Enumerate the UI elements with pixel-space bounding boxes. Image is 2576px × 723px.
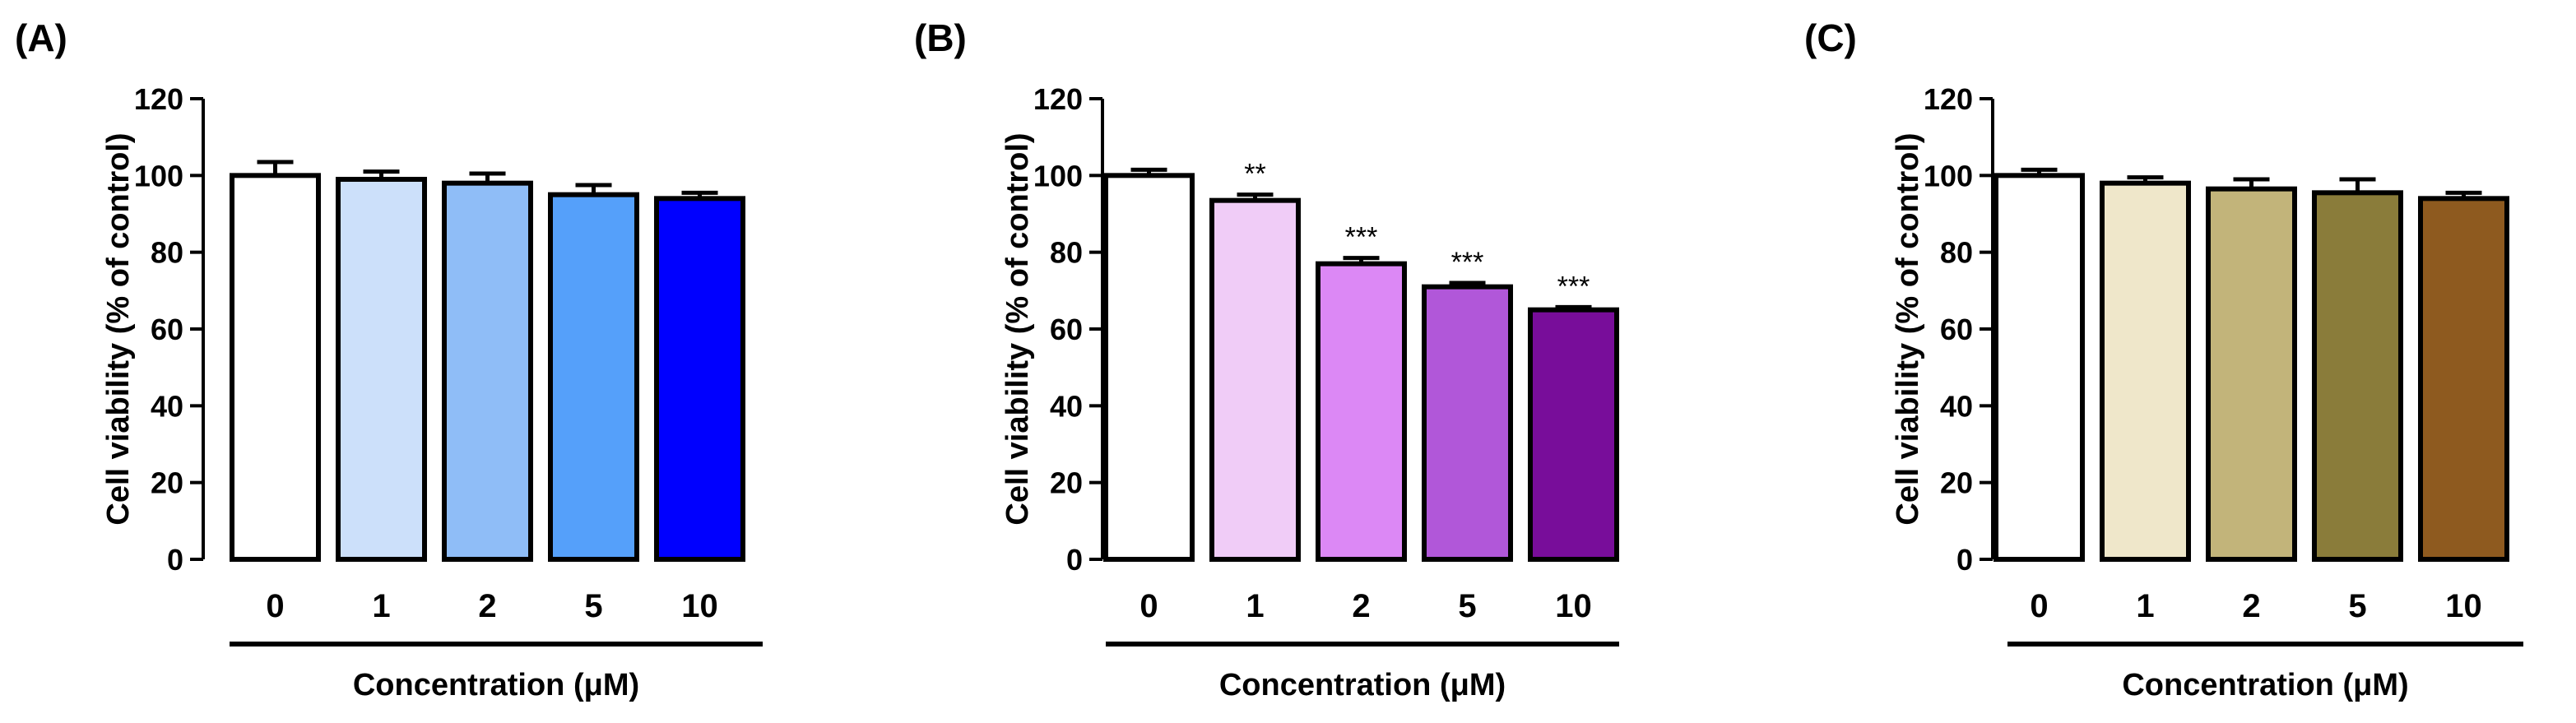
category-label: 1 [2136,588,2154,624]
bar [336,177,427,562]
y-tick-label: 0 [1956,543,1973,577]
category-label: 10 [681,588,718,624]
category-label: 2 [1352,588,1370,624]
significance-label: *** [1451,247,1484,278]
category-label: 10 [2445,588,2482,624]
panel-label: (B) [914,16,967,59]
y-tick-label: 0 [1066,543,1083,577]
category-label: 2 [478,588,496,624]
bar [548,192,639,563]
y-tick-label: 80 [151,236,183,270]
bar [1209,197,1301,563]
category-label: 5 [1458,588,1476,624]
bar [230,173,321,562]
significance-label: *** [1345,222,1378,253]
bar [654,196,745,562]
bar [1993,173,2085,562]
category-label: 1 [372,588,390,624]
significance-label: *** [1557,271,1590,302]
y-axis-title: Cell viability (% of control) [101,132,136,525]
x-axis-title: Concentration (μM) [1219,668,1506,702]
significance-label: ** [1244,159,1265,190]
y-tick-label: 0 [167,543,183,577]
y-tick-label: 80 [1940,236,1973,270]
bar [2418,196,2509,562]
bar [2100,180,2191,563]
bar [1316,261,1407,562]
category-label: 0 [266,588,284,624]
bar [1103,173,1195,562]
y-tick-label: 60 [151,313,183,346]
y-tick-label: 120 [1924,82,1973,116]
y-tick-label: 20 [151,466,183,500]
bar [2312,190,2403,562]
y-tick-label: 100 [1924,159,1973,192]
category-label: 10 [1555,588,1592,624]
y-tick-label: 100 [134,159,183,192]
category-label: 5 [2348,588,2366,624]
bar [442,180,533,563]
bar [1528,307,1619,562]
category-label: 5 [584,588,602,624]
y-tick-label: 60 [1050,313,1083,346]
category-label: 1 [1246,588,1264,624]
panel-label: (C) [1804,16,1857,59]
y-tick-label: 120 [134,82,183,116]
x-axis-title: Concentration (μM) [353,668,639,702]
x-axis-title: Concentration (μM) [2122,668,2408,702]
y-tick-label: 80 [1050,236,1083,270]
category-label: 0 [2030,588,2048,624]
y-axis-title: Cell viability (% of control) [1891,132,1925,525]
y-tick-label: 40 [151,389,183,423]
y-tick-label: 120 [1033,82,1083,116]
category-label: 0 [1139,588,1158,624]
y-tick-label: 40 [1940,389,1973,423]
panel-label: (A) [15,16,67,59]
y-tick-label: 100 [1033,159,1083,192]
bar [2206,186,2297,563]
category-label: 2 [2242,588,2260,624]
y-tick-label: 60 [1940,313,1973,346]
bar [1422,284,1513,562]
y-tick-label: 20 [1940,466,1973,500]
y-axis-title: Cell viability (% of control) [1000,132,1035,525]
y-tick-label: 40 [1050,389,1083,423]
y-tick-label: 20 [1050,466,1083,500]
